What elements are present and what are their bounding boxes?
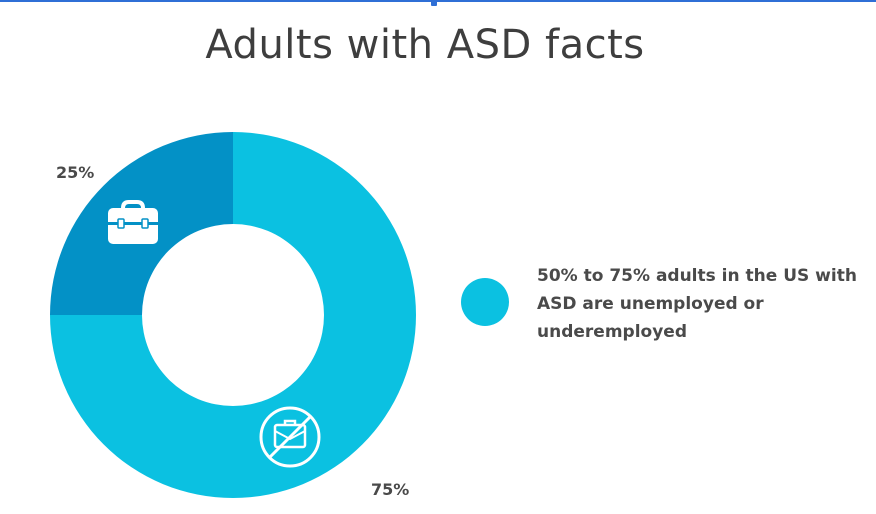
legend-marker xyxy=(461,278,509,326)
no-briefcase-icon xyxy=(259,406,321,468)
slice-label-75: 75% xyxy=(371,480,410,499)
legend-label: 50% to 75% adults in the US with ASD are… xyxy=(537,266,857,342)
slices-group xyxy=(50,132,416,498)
slice-label-25: 25% xyxy=(56,163,95,182)
donut-slice-75 xyxy=(50,132,416,498)
chart-title: Adults with ASD facts xyxy=(205,22,645,68)
top-border xyxy=(0,0,876,2)
top-border-marker xyxy=(431,0,437,6)
briefcase-icon xyxy=(108,200,158,244)
